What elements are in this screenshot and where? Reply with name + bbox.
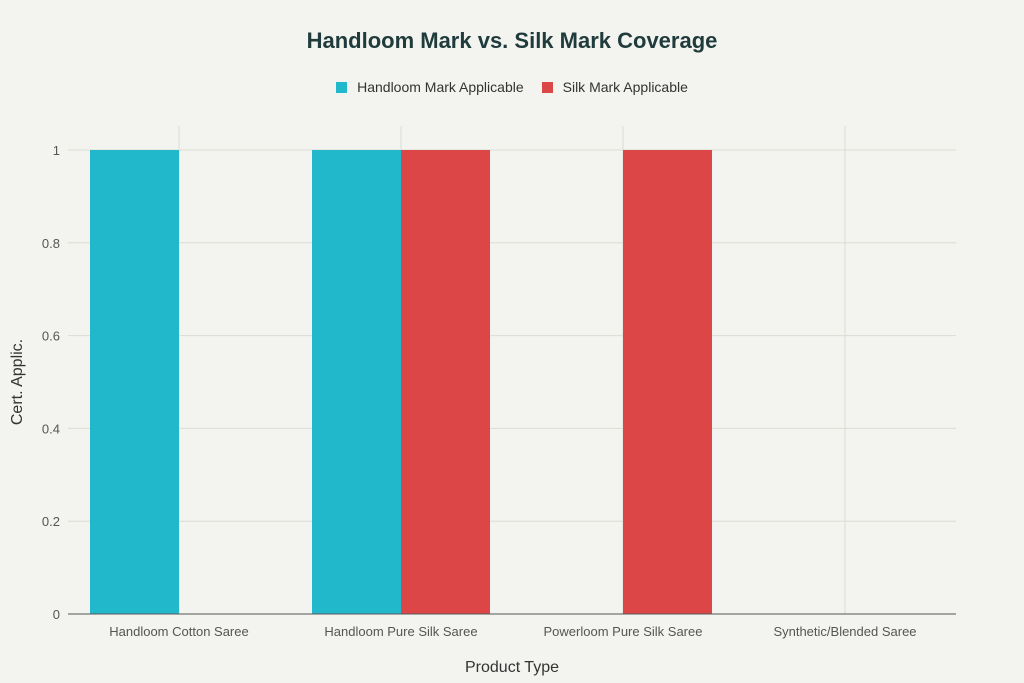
y-tick-label: 0 bbox=[53, 607, 60, 622]
bar-silk bbox=[623, 150, 712, 614]
chart-title: Handloom Mark vs. Silk Mark Coverage bbox=[306, 28, 718, 53]
bar-handloom bbox=[90, 150, 179, 614]
y-tick-label: 0.6 bbox=[42, 329, 60, 344]
x-tick-label: Synthetic/Blended Saree bbox=[773, 624, 916, 639]
y-tick-label: 0.8 bbox=[42, 236, 60, 251]
x-axis-label: Product Type bbox=[465, 659, 559, 676]
legend: Handloom Mark Applicable Silk Mark Appli… bbox=[0, 79, 1024, 95]
x-tick-label: Handloom Cotton Saree bbox=[109, 624, 248, 639]
legend-item-silk[interactable]: Silk Mark Applicable bbox=[541, 79, 688, 95]
y-tick-label: 0.2 bbox=[42, 514, 60, 529]
legend-item-handloom[interactable]: Handloom Mark Applicable bbox=[336, 79, 524, 95]
bar-silk bbox=[401, 150, 490, 614]
y-tick-label: 0.4 bbox=[42, 421, 60, 436]
legend-label: Silk Mark Applicable bbox=[562, 79, 688, 95]
y-axis-label: Cert. Applic. bbox=[9, 339, 26, 425]
legend-swatch bbox=[336, 81, 348, 93]
legend-swatch bbox=[541, 81, 553, 93]
x-tick-label: Powerloom Pure Silk Saree bbox=[544, 624, 703, 639]
y-tick-label: 1 bbox=[53, 143, 60, 158]
x-tick-label: Handloom Pure Silk Saree bbox=[324, 624, 477, 639]
legend-label: Handloom Mark Applicable bbox=[357, 79, 524, 95]
bar-handloom bbox=[312, 150, 401, 614]
